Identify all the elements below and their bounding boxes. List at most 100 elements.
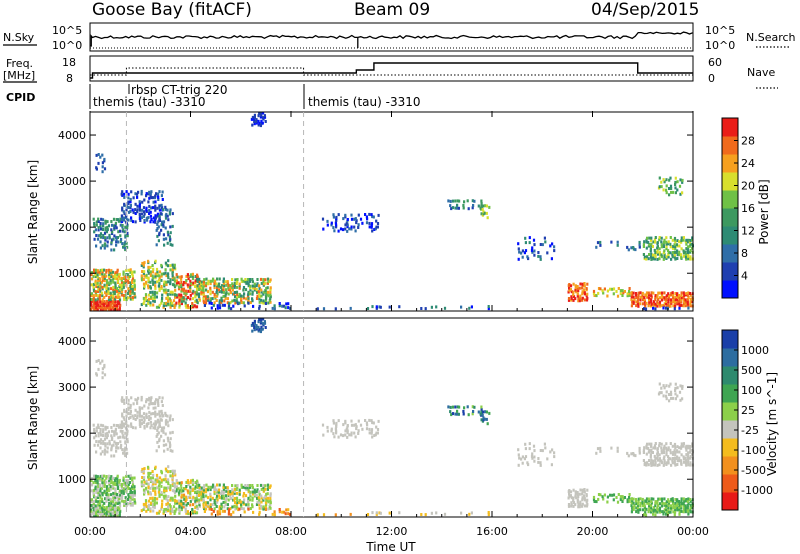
- velocity-cell: [357, 432, 360, 435]
- velocity-cell: [165, 486, 168, 490]
- velocity-cell: [129, 493, 132, 497]
- velocity-cell: [456, 409, 459, 413]
- power-cell: [161, 190, 164, 194]
- power-cell: [680, 240, 683, 244]
- power-cell: [127, 218, 130, 222]
- velocity-cell: [460, 511, 463, 515]
- power-cell: [337, 213, 340, 217]
- power-cell: [258, 112, 261, 116]
- velocity-cell: [662, 451, 665, 455]
- velocity-cell: [238, 507, 241, 511]
- velocity-cell: [249, 485, 252, 489]
- power-cell: [191, 303, 194, 307]
- power-cell: [166, 230, 169, 234]
- power-cell: [189, 287, 192, 291]
- power-cell: [165, 303, 168, 307]
- power-cell: [234, 295, 237, 299]
- velocity-cell: [650, 508, 653, 512]
- velocity-cell: [153, 501, 156, 505]
- velocity-cell: [110, 475, 113, 479]
- velocity-cell: [238, 488, 241, 492]
- power-cell: [208, 301, 211, 305]
- velocity-cell: [676, 498, 679, 502]
- power-cell: [662, 245, 665, 249]
- power-cell: [154, 218, 157, 222]
- y-tick-label: 4000: [58, 335, 86, 348]
- power-cell: [156, 194, 159, 198]
- velocity-cell: [106, 485, 109, 489]
- power-cell: [650, 257, 653, 261]
- velocity-cell: [161, 412, 164, 416]
- power-cell: [346, 219, 349, 223]
- velocity-cell: [488, 411, 491, 415]
- velocity-cell: [122, 476, 125, 480]
- power-cell: [231, 285, 234, 289]
- power-cell: [203, 284, 206, 288]
- velocity-cell: [93, 436, 96, 440]
- velocity-cell: [667, 457, 670, 460]
- velocity-cell: [90, 505, 93, 509]
- power-cell: [171, 301, 174, 305]
- velocity-cell: [116, 474, 119, 478]
- power-cell: [121, 224, 124, 227]
- velocity-cell: [674, 392, 677, 396]
- power-cell: [214, 296, 217, 300]
- velocity-cell: [175, 479, 178, 483]
- velocity-cell: [660, 446, 663, 450]
- x-tick-label: 08:00: [275, 525, 307, 538]
- power-cell: [161, 296, 164, 300]
- power-cell: [108, 233, 111, 237]
- velocity-cell: [110, 448, 113, 452]
- power-cell: [567, 290, 570, 294]
- power-cell: [113, 275, 116, 279]
- velocity-cell: [576, 498, 579, 502]
- power-cell: [118, 274, 121, 278]
- velocity-cell: [654, 442, 657, 445]
- power-cell: [485, 204, 488, 208]
- velocity-cell: [205, 487, 208, 491]
- velocity-cell: [229, 507, 232, 510]
- power-cell: [680, 303, 683, 307]
- velocity-cell: [101, 512, 104, 516]
- velocity-cell: [142, 412, 146, 416]
- velocity-cell: [669, 442, 672, 445]
- velocity-cell: [160, 484, 163, 488]
- velocity-cell: [112, 491, 115, 495]
- velocity-cell: [124, 446, 127, 450]
- velocity-cell: [213, 507, 216, 511]
- power-cell: [654, 255, 657, 259]
- velocity-cell: [131, 490, 134, 494]
- velocity-cell: [660, 499, 664, 503]
- power-cell: [94, 279, 97, 283]
- power-cell: [251, 123, 254, 127]
- power-cell: [669, 245, 672, 249]
- power-cell: [105, 289, 108, 293]
- velocity-cell: [631, 506, 634, 510]
- power-cell: [133, 281, 136, 285]
- velocity-cell: [233, 487, 236, 491]
- velocity-cell: [95, 440, 98, 443]
- power-cell: [156, 214, 159, 218]
- power-cell: [194, 291, 197, 295]
- power-cell: [656, 250, 659, 254]
- power-cell: [161, 220, 164, 224]
- velocity-cell: [669, 382, 672, 386]
- velocity-cell: [116, 506, 119, 510]
- power-cell: [110, 228, 113, 232]
- velocity-cell: [113, 432, 116, 436]
- power-cell: [127, 202, 130, 206]
- power-cell: [112, 275, 115, 279]
- power-cell: [101, 300, 104, 304]
- power-cell: [265, 297, 268, 301]
- power-cell: [138, 212, 141, 216]
- velocity-cell: [156, 476, 159, 480]
- power-cell: [137, 190, 140, 194]
- power-cell: [158, 274, 161, 278]
- power-cell: [99, 268, 102, 272]
- power-cell: [678, 250, 681, 254]
- power-cell: [576, 292, 579, 296]
- power-cell: [250, 117, 253, 121]
- velocity-cell: [107, 493, 110, 497]
- power-cell: [517, 242, 520, 246]
- cpid-label: CPID: [6, 91, 35, 104]
